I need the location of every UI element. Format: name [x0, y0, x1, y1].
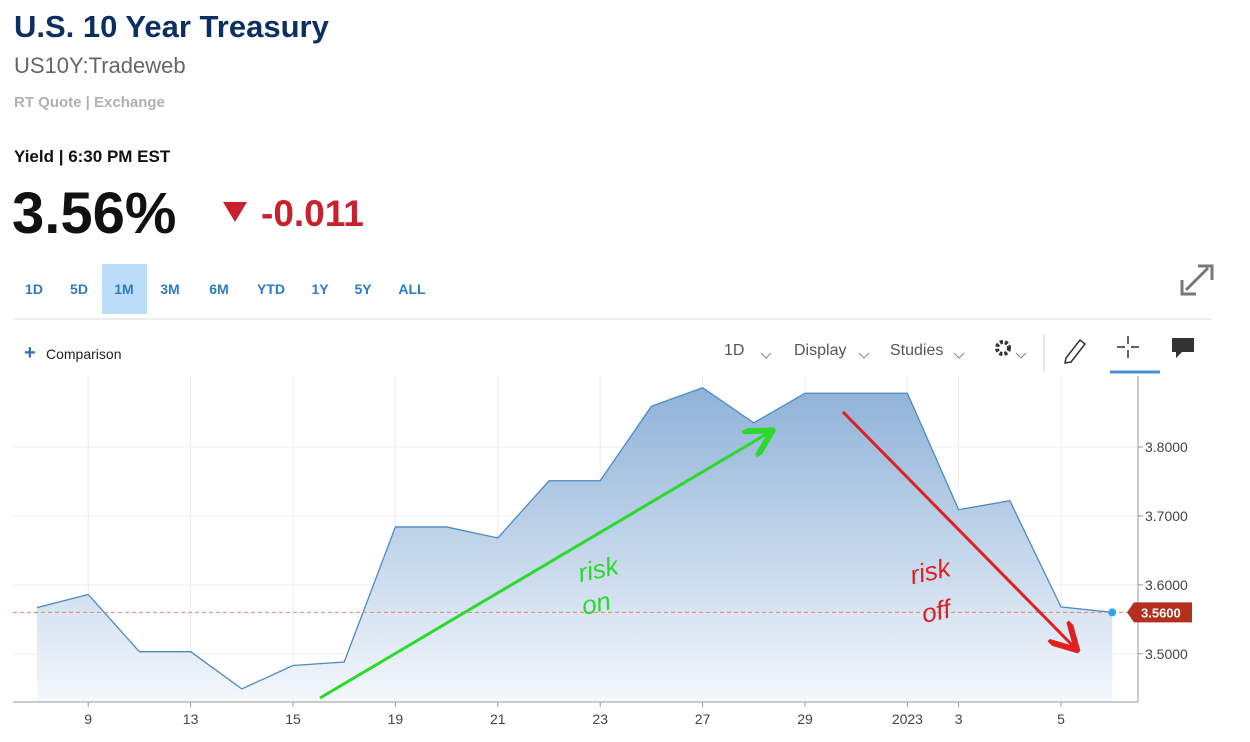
y-tick-label: 3.7000 [1145, 508, 1188, 524]
x-tick-label: 19 [388, 711, 404, 727]
draw-icon[interactable] [1064, 338, 1087, 364]
caret [953, 352, 965, 359]
interval[interactable]: 1D [724, 342, 744, 359]
studies[interactable]: Studies [890, 342, 943, 359]
tab[interactable]: 1Y [311, 281, 329, 297]
comparison[interactable]: Comparison [46, 346, 121, 362]
settings-icon[interactable] [995, 340, 1011, 356]
symbol: US10Y:Tradeweb [14, 53, 186, 78]
tabs: 1D 5D 1M 3M 6M YTD 1Y 5Y ALL [25, 264, 426, 314]
tab[interactable]: 5D [70, 281, 88, 297]
y-tick-label: 3.8000 [1145, 439, 1188, 455]
last-value-label: 3.5600 [1141, 605, 1181, 620]
x-tick-label: 27 [695, 711, 711, 727]
x-tick-label: 21 [490, 711, 506, 727]
expand-icon[interactable] [1180, 264, 1214, 296]
change: -0.011 [261, 193, 364, 234]
tab[interactable]: 6M [209, 281, 228, 297]
annotation-arrow [319, 432, 770, 700]
plot: 3.5000 3.6000 3.7000 3.8000 9 13 15 19 21 23 27 29 2… [13, 376, 1192, 727]
line [36, 386, 1113, 690]
caret [858, 352, 870, 359]
price: 3.56% [12, 181, 176, 246]
annotation-arrow [841, 410, 1075, 648]
annotation-text: on [579, 586, 614, 621]
x-tick-label: 29 [797, 711, 813, 727]
tab[interactable]: 1D [25, 281, 43, 297]
x-tick-label: 3 [955, 711, 963, 727]
y-tick-label: 3.6000 [1145, 577, 1188, 593]
active-tab-bg [102, 264, 147, 314]
plus-icon[interactable]: + [24, 342, 36, 364]
last-value-box [1127, 602, 1192, 623]
caret [760, 352, 772, 359]
title: U.S. 10 Year Treasury [14, 9, 330, 44]
last-point [1108, 608, 1117, 617]
y-tick-label: 3.5000 [1145, 646, 1188, 662]
tab[interactable]: 1M [114, 281, 133, 297]
caret [1015, 352, 1027, 359]
tab[interactable]: YTD [257, 281, 285, 297]
x-tick-label: 15 [285, 711, 301, 727]
display[interactable]: Display [794, 342, 846, 359]
tab[interactable]: 3M [160, 281, 179, 297]
area [37, 387, 1113, 702]
down-arrow [223, 202, 247, 222]
tab[interactable]: 5Y [354, 281, 372, 297]
yield-time: Yield | 6:30 PM EST [14, 147, 171, 166]
x-tick-label: 2023 [892, 711, 923, 727]
comment-icon[interactable] [1172, 338, 1194, 358]
x-tick-label: 9 [84, 711, 92, 727]
tab[interactable]: ALL [398, 281, 426, 297]
crosshair-icon[interactable] [1117, 336, 1139, 358]
x-tick-label: 23 [592, 711, 608, 727]
x-tick-label: 13 [183, 711, 199, 727]
x-tick-label: 5 [1057, 711, 1065, 727]
quote-source: RT Quote | Exchange [14, 94, 165, 111]
